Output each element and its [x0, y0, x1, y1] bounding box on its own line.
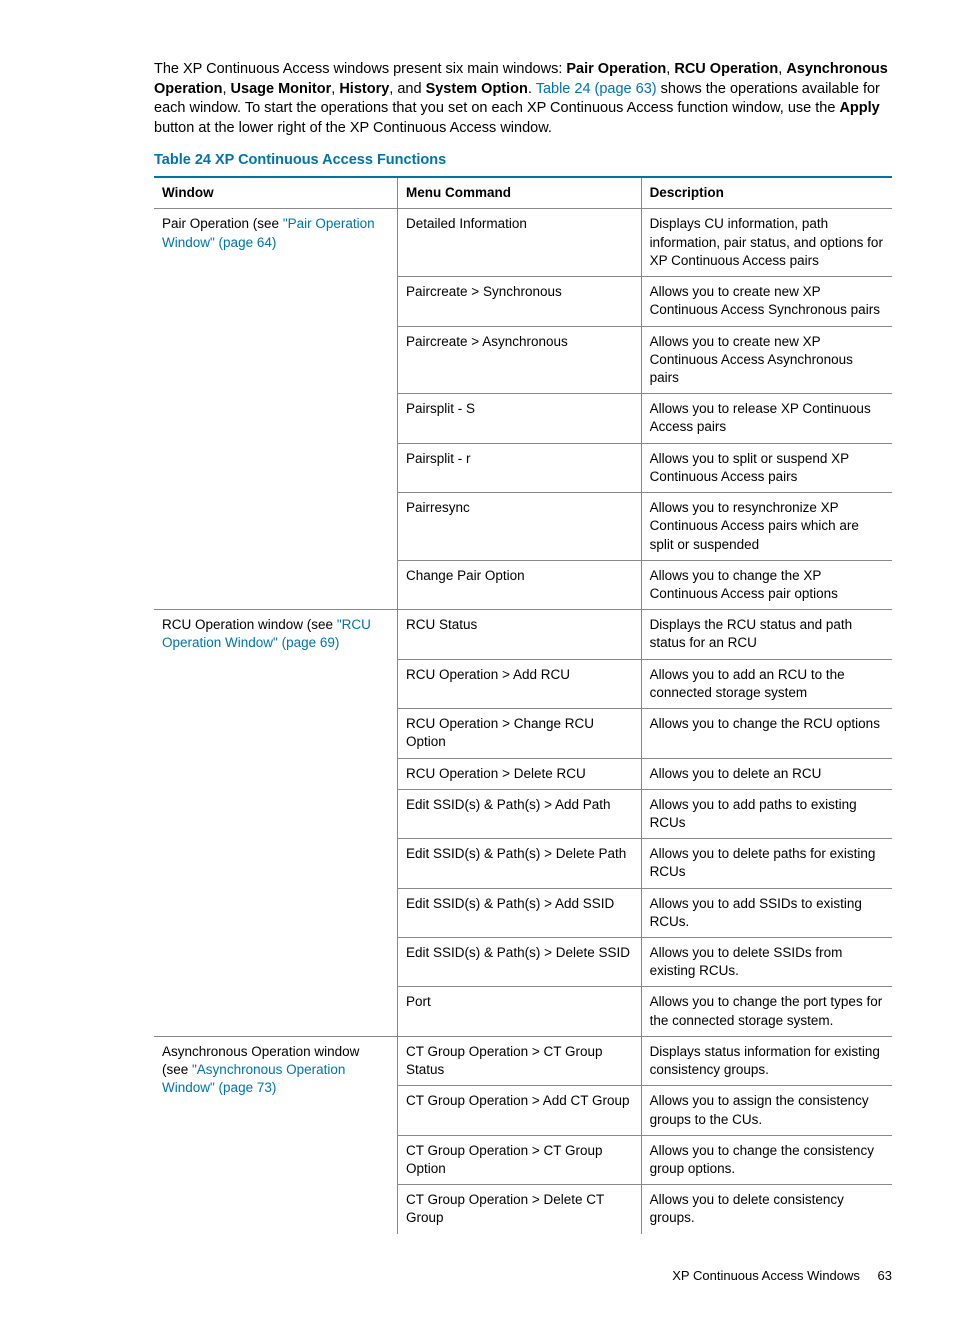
- intro-apply: Apply: [839, 100, 879, 116]
- description-cell: Allows you to create new XP Continuous A…: [641, 277, 892, 326]
- table-row: RCU Operation window (see "RCU Operation…: [154, 610, 892, 659]
- description-cell: Allows you to create new XP Continuous A…: [641, 326, 892, 394]
- description-cell: Allows you to add paths to existing RCUs: [641, 789, 892, 838]
- intro-table-link[interactable]: Table 24 (page 63): [536, 81, 657, 97]
- menu-cell: Pairsplit - r: [398, 443, 642, 492]
- description-cell: Allows you to delete an RCU: [641, 758, 892, 789]
- intro-window-0: Pair Operation: [566, 61, 666, 77]
- menu-cell: RCU Status: [398, 610, 642, 659]
- functions-table: Window Menu Command Description Pair Ope…: [154, 176, 892, 1233]
- table-caption: Table 24 XP Continuous Access Functions: [154, 152, 892, 168]
- menu-cell: Pairsplit - S: [398, 394, 642, 443]
- description-cell: Allows you to resynchronize XP Continuou…: [641, 493, 892, 561]
- intro-post1: .: [528, 81, 536, 97]
- header-desc: Description: [641, 177, 892, 209]
- description-cell: Allows you to change the port types for …: [641, 987, 892, 1036]
- description-cell: Allows you to delete SSIDs from existing…: [641, 938, 892, 987]
- intro-paragraph: The XP Continuous Access windows present…: [154, 60, 892, 138]
- intro-pre: The XP Continuous Access windows present…: [154, 61, 566, 77]
- window-cell-prefix: RCU Operation window (see: [162, 617, 337, 632]
- intro-window-1: RCU Operation: [674, 61, 778, 77]
- window-cell-prefix: Pair Operation (see: [162, 216, 283, 231]
- intro-post3: button at the lower right of the XP Cont…: [154, 120, 552, 136]
- footer-title: XP Continuous Access Windows: [672, 1268, 860, 1283]
- window-cell: RCU Operation window (see "RCU Operation…: [154, 610, 398, 1037]
- menu-cell: RCU Operation > Add RCU: [398, 659, 642, 708]
- menu-cell: RCU Operation > Delete RCU: [398, 758, 642, 789]
- description-cell: Displays CU information, path informatio…: [641, 209, 892, 277]
- description-cell: Allows you to assign the consistency gro…: [641, 1086, 892, 1135]
- intro-window-5: System Option: [426, 81, 528, 97]
- menu-cell: Port: [398, 987, 642, 1036]
- table-header-row: Window Menu Command Description: [154, 177, 892, 209]
- description-cell: Allows you to release XP Continuous Acce…: [641, 394, 892, 443]
- menu-cell: Change Pair Option: [398, 560, 642, 609]
- description-cell: Allows you to change the consistency gro…: [641, 1135, 892, 1184]
- description-cell: Allows you to split or suspend XP Contin…: [641, 443, 892, 492]
- description-cell: Allows you to change the RCU options: [641, 709, 892, 758]
- menu-cell: Detailed Information: [398, 209, 642, 277]
- intro-window-4: History: [339, 81, 389, 97]
- footer-page-number: 63: [878, 1268, 892, 1283]
- menu-cell: Edit SSID(s) & Path(s) > Delete SSID: [398, 938, 642, 987]
- description-cell: Allows you to delete paths for existing …: [641, 839, 892, 888]
- menu-cell: CT Group Operation > Add CT Group: [398, 1086, 642, 1135]
- menu-cell: Paircreate > Synchronous: [398, 277, 642, 326]
- menu-cell: CT Group Operation > CT Group Status: [398, 1036, 642, 1085]
- description-cell: Allows you to delete consistency groups.: [641, 1185, 892, 1234]
- description-cell: Displays status information for existing…: [641, 1036, 892, 1085]
- intro-window-3: Usage Monitor: [231, 81, 332, 97]
- description-cell: Allows you to add SSIDs to existing RCUs…: [641, 888, 892, 937]
- header-menu: Menu Command: [398, 177, 642, 209]
- menu-cell: Edit SSID(s) & Path(s) > Add SSID: [398, 888, 642, 937]
- window-cell: Asynchronous Operation window (see "Asyn…: [154, 1036, 398, 1233]
- table-row: Asynchronous Operation window (see "Asyn…: [154, 1036, 892, 1085]
- page-footer: XP Continuous Access Windows 63: [154, 1268, 892, 1283]
- menu-cell: Pairresync: [398, 493, 642, 561]
- description-cell: Allows you to change the XP Continuous A…: [641, 560, 892, 609]
- menu-cell: CT Group Operation > CT Group Option: [398, 1135, 642, 1184]
- window-cell: Pair Operation (see "Pair Operation Wind…: [154, 209, 398, 610]
- menu-cell: Edit SSID(s) & Path(s) > Delete Path: [398, 839, 642, 888]
- menu-cell: CT Group Operation > Delete CT Group: [398, 1185, 642, 1234]
- description-cell: Allows you to add an RCU to the connecte…: [641, 659, 892, 708]
- menu-cell: RCU Operation > Change RCU Option: [398, 709, 642, 758]
- description-cell: Displays the RCU status and path status …: [641, 610, 892, 659]
- menu-cell: Edit SSID(s) & Path(s) > Add Path: [398, 789, 642, 838]
- menu-cell: Paircreate > Asynchronous: [398, 326, 642, 394]
- header-window: Window: [154, 177, 398, 209]
- table-row: Pair Operation (see "Pair Operation Wind…: [154, 209, 892, 277]
